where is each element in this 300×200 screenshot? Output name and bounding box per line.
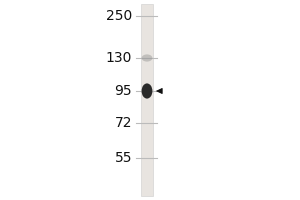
Ellipse shape: [142, 83, 152, 99]
Bar: [141, 4, 153, 196]
Ellipse shape: [142, 54, 152, 62]
Text: 72: 72: [115, 116, 132, 130]
Text: 130: 130: [106, 51, 132, 65]
Text: 55: 55: [115, 151, 132, 165]
Polygon shape: [156, 88, 162, 94]
Text: 250: 250: [106, 9, 132, 23]
Text: 95: 95: [114, 84, 132, 98]
